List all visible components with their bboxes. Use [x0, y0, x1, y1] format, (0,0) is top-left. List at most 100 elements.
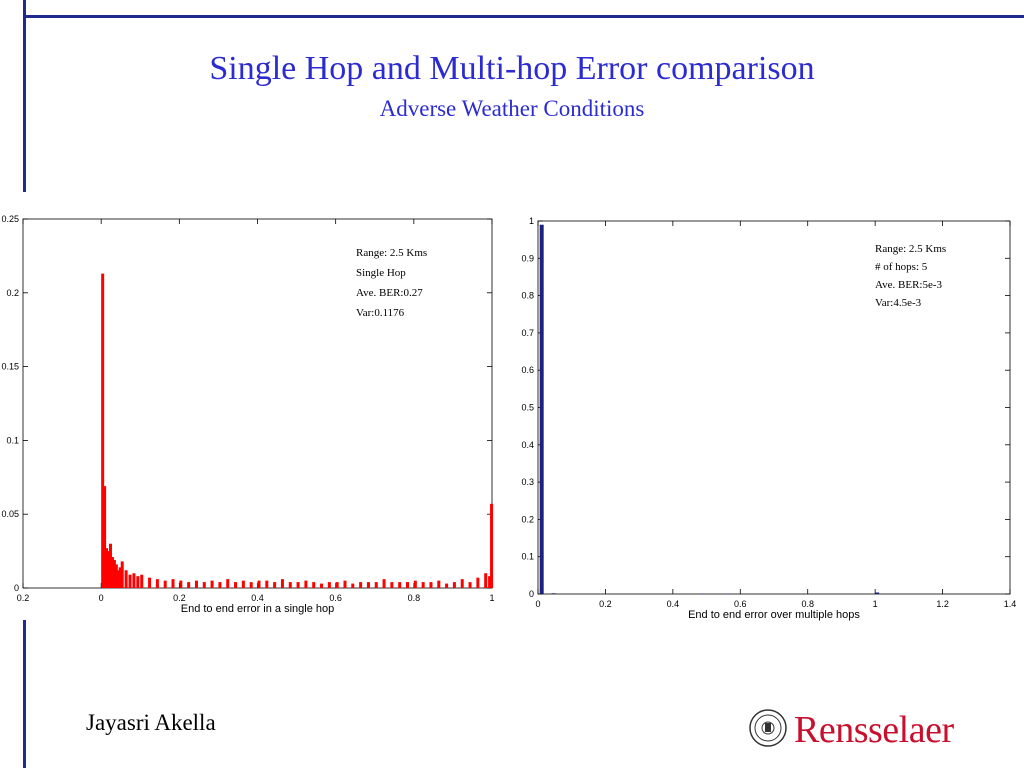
histogram-bar: [103, 486, 107, 588]
histogram-bar: [488, 576, 492, 588]
y-tick-label: 0.9: [521, 253, 534, 263]
plot-annotation: Single Hop: [356, 267, 406, 279]
y-tick-label: 0.5: [521, 403, 534, 413]
plot-annotation: Ave. BER:5e-3: [875, 279, 943, 291]
histogram-bar: [288, 582, 292, 588]
plot-annotation: Range: 2.5 Kms: [875, 243, 946, 255]
histogram-bar: [107, 551, 111, 588]
x-tick-label: 0.6: [329, 593, 342, 603]
x-tick-label: 0: [99, 593, 104, 603]
y-tick-label: 0: [529, 589, 534, 599]
plot-annotation: Var:4.5e-3: [875, 297, 922, 309]
histogram-bar: [202, 582, 206, 588]
plot-annotation: Var:0.1176: [356, 307, 405, 319]
histogram-bar: [374, 582, 378, 588]
histogram-bar: [406, 582, 410, 588]
x-tick-label: 1.4: [1004, 599, 1017, 609]
y-tick-label: 1: [529, 216, 534, 226]
histogram-bar: [413, 580, 417, 588]
histogram-bar: [875, 592, 880, 594]
histogram-bar: [105, 548, 109, 588]
y-tick-label: 0.7: [521, 328, 534, 338]
histogram-bar: [320, 583, 324, 588]
y-tick-label: 0.3: [521, 477, 534, 487]
plot-frame: [537, 220, 1011, 595]
histogram-bar: [366, 582, 370, 588]
x-tick-label: 1: [489, 593, 494, 603]
y-tick-label: 0.2: [6, 288, 19, 298]
histogram-bar: [421, 582, 425, 588]
histogram-bar: [429, 582, 433, 588]
histogram-bar: [116, 570, 120, 588]
rensselaer-logo: Rensselaer: [748, 706, 968, 754]
left-rule-bottom: [23, 620, 26, 768]
histogram-bar: [132, 573, 136, 588]
y-tick-label: 0: [14, 583, 19, 593]
y-tick-label: 0.05: [1, 509, 19, 519]
histogram-bar: [114, 564, 118, 588]
seal-icon: [749, 709, 787, 747]
logo-wordmark: Rensselaer: [794, 709, 954, 751]
histogram-bar: [273, 582, 277, 588]
histogram-bar: [335, 582, 339, 588]
y-tick-label: 0.1: [6, 435, 19, 445]
y-tick-label: 0.1: [521, 552, 534, 562]
top-rule: [25, 15, 1024, 18]
histogram-bar: [382, 579, 386, 588]
histogram-bar: [296, 582, 300, 588]
slide-subtitle: Adverse Weather Conditions: [379, 96, 645, 121]
histogram-bar: [136, 576, 140, 588]
histogram-bar: [112, 559, 116, 588]
histogram-bar: [110, 557, 114, 588]
histogram-bar: [226, 579, 230, 588]
histogram-bar: [699, 593, 704, 595]
histogram-bar: [726, 593, 731, 595]
histogram-bar: [249, 582, 253, 588]
y-tick-label: 0.6: [521, 365, 534, 375]
plot-annotation: Ave. BER:0.27: [356, 287, 423, 299]
histogram-bar: [171, 579, 175, 588]
x-axis-label: End to end error over multiple hops: [688, 609, 860, 621]
histogram-bar: [140, 574, 144, 588]
left-rule-top: [23, 0, 26, 192]
histogram-bar: [124, 570, 128, 588]
x-tick-label: 1.2: [936, 599, 949, 609]
histogram-bar: [120, 561, 124, 588]
x-tick-label: 0.8: [408, 593, 421, 603]
histogram-bar: [343, 580, 347, 588]
histogram-bar: [390, 582, 394, 588]
histogram-bar: [155, 579, 159, 588]
x-tick-label: 0.2: [599, 599, 612, 609]
x-tick-label: 0.4: [667, 599, 680, 609]
histogram-bar: [210, 580, 214, 588]
histogram-bar: [118, 567, 122, 588]
histogram-bar: [163, 580, 167, 588]
histogram-bar: [257, 580, 261, 588]
histogram-bar: [187, 582, 191, 588]
histogram-bar: [359, 582, 363, 588]
histogram-bar: [398, 582, 402, 588]
histogram-bar: [148, 577, 152, 588]
x-axis-label: End to end error in a single hop: [181, 603, 335, 615]
histogram-bar: [280, 579, 284, 588]
x-tick-label: 1: [873, 599, 878, 609]
author-name: Jayasri Akella: [86, 710, 216, 735]
y-tick-label: 0.25: [1, 214, 19, 224]
histogram-bar: [128, 574, 132, 588]
histogram-bar: [327, 582, 331, 588]
x-tick-label: 0.6: [734, 599, 747, 609]
plot-annotation: Range: 2.5 Kms: [356, 247, 427, 259]
histogram-bar: [179, 580, 183, 588]
histogram-bar: [460, 579, 464, 588]
histogram-bar: [551, 593, 556, 594]
histogram-bar: [304, 580, 308, 588]
histogram-bar: [476, 577, 480, 588]
histogram-bar: [452, 582, 456, 588]
histogram-bar: [490, 503, 494, 588]
x-tick-label: 0.2: [173, 593, 186, 603]
histogram-bar: [445, 583, 449, 588]
histogram-bar: [437, 580, 441, 588]
histogram-bar: [101, 273, 105, 588]
